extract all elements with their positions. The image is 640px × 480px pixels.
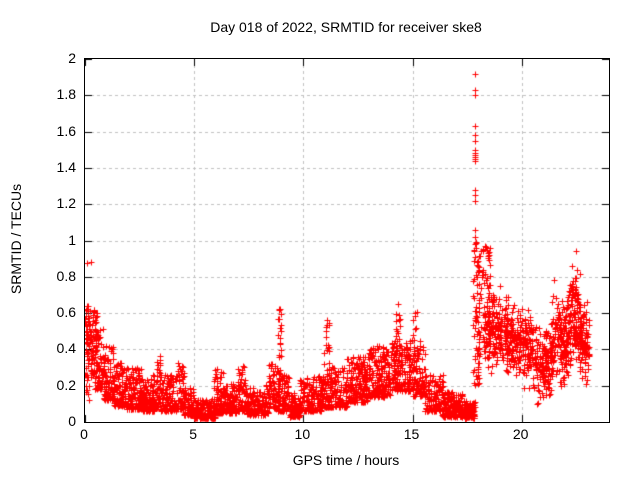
y-tick-label: 1.4	[56, 158, 76, 175]
x-axis-label: GPS time / hours	[292, 452, 400, 468]
x-tick-label: 5	[189, 426, 198, 442]
y-tick-label: 1.8	[56, 86, 76, 103]
x-tick-label: 0	[80, 426, 88, 442]
y-tick-label: 2	[68, 50, 76, 66]
y-tick-label: 0.8	[56, 267, 76, 284]
scatter-canvas	[85, 59, 609, 422]
chart-title: Day 018 of 2022, SRMTID for receiver ske…	[210, 19, 482, 35]
y-tick-label: 0	[68, 413, 76, 429]
y-tick-label: 1.6	[56, 122, 76, 139]
x-tick-label: 15	[403, 426, 420, 442]
x-tick-label: 20	[512, 426, 529, 442]
y-tick-label: 1	[68, 231, 76, 248]
y-tick-label: 1.2	[56, 195, 76, 212]
x-tick-label: 10	[294, 426, 311, 442]
y-tick-label: 0.6	[56, 304, 76, 321]
y-tick-label: 0.2	[56, 376, 76, 393]
plot-area	[84, 58, 610, 423]
y-tick-label: 0.4	[56, 340, 76, 357]
